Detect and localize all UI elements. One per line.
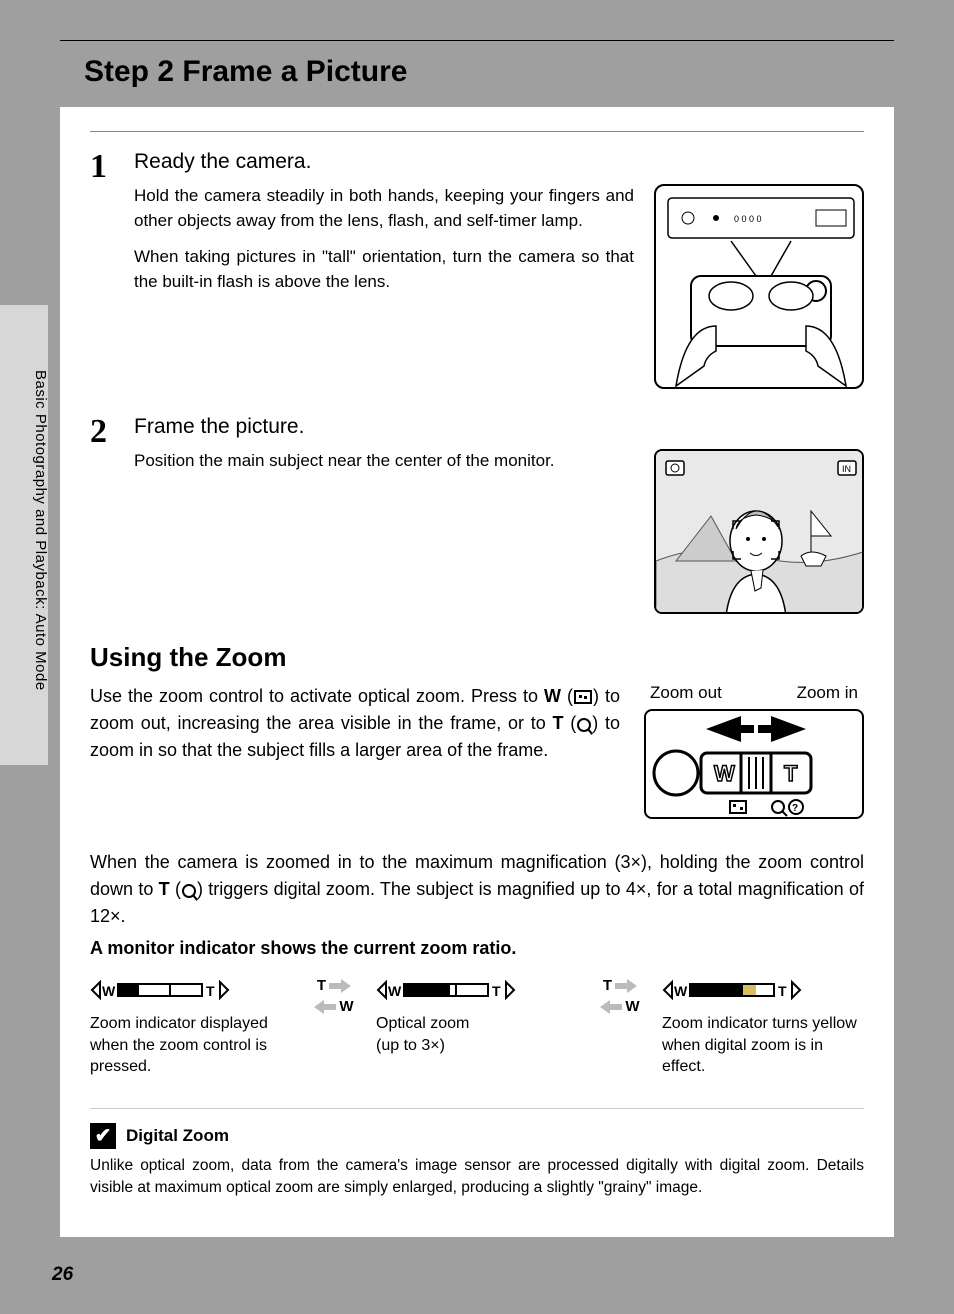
step-text: Hold the camera steadily in both hands, …: [134, 184, 634, 307]
step-body: Ready the camera. Hold the camera steadi…: [134, 150, 864, 389]
step-heading: Frame the picture.: [134, 415, 864, 439]
zoom-indicator-caption: Optical zoom (up to 3×): [376, 1013, 578, 1056]
svg-text:W: W: [674, 983, 688, 999]
zoom-diagram-col: Zoom out Zoom in: [644, 683, 864, 819]
step-number: 1: [90, 150, 116, 389]
zoom-out-grid-icon: [574, 690, 592, 704]
zoom-indicators: W T Zoom indicator displayed when the zo…: [90, 977, 864, 1078]
step-2: 2 Frame the picture. Position the main s…: [90, 415, 864, 614]
bold-line: A monitor indicator shows the current zo…: [90, 938, 864, 959]
svg-text:W: W: [388, 983, 402, 999]
svg-text:T: T: [206, 983, 215, 999]
arrow-col: T W: [592, 977, 648, 1015]
svg-text:T: T: [492, 983, 501, 999]
zoom-indicator-caption: Zoom indicator displayed when the zoom c…: [90, 1013, 292, 1078]
page-number: 26: [52, 1264, 73, 1286]
digital-zoom-para: When the camera is zoomed in to the maxi…: [90, 849, 864, 930]
step-1: 1 Ready the camera. Hold the camera stea…: [90, 150, 864, 389]
zoom-indicator-3: W T Zoom indicator turns yellow when dig…: [662, 977, 864, 1078]
zoom-row: Use the zoom control to activate optical…: [90, 683, 864, 819]
t-label: T: [317, 977, 326, 994]
zoom-out-label: Zoom out: [650, 683, 722, 703]
t-label: T: [603, 977, 612, 994]
page: Basic Photography and Playback: Auto Mod…: [0, 0, 954, 1314]
step-text: Position the main subject near the cente…: [134, 449, 634, 486]
note-text: Unlike optical zoom, data from the camer…: [90, 1155, 864, 1200]
step-body: Frame the picture. Position the main sub…: [134, 415, 864, 614]
magnifier-icon: [577, 718, 591, 732]
zoom-indicator-1: W T Zoom indicator displayed when the zo…: [90, 977, 292, 1078]
w-label: W: [625, 998, 639, 1015]
w-letter: W: [544, 686, 561, 706]
svg-text:W: W: [102, 983, 116, 999]
check-icon: ✔: [90, 1123, 116, 1149]
magnifier-icon: [182, 884, 196, 898]
zoom-intro: Use the zoom control to activate optical…: [90, 683, 620, 764]
divider: [90, 131, 864, 132]
zoom-in-label: Zoom in: [797, 683, 858, 703]
svg-text:T: T: [784, 761, 798, 786]
side-tab-label: Basic Photography and Playback: Auto Mod…: [32, 370, 49, 691]
zoom-indicator-caption: Zoom indicator turns yellow when digital…: [662, 1013, 864, 1078]
t-letter: T: [159, 879, 170, 899]
w-label: W: [339, 998, 353, 1015]
step-paragraph: Position the main subject near the cente…: [134, 449, 634, 474]
svg-text:?: ?: [792, 803, 798, 814]
text: (: [170, 879, 181, 899]
step-number: 2: [90, 415, 116, 614]
note-title-row: ✔ Digital Zoom: [90, 1123, 864, 1149]
step-paragraph: When taking pictures in "tall" orientati…: [134, 245, 634, 294]
illustration-hands-camera: 0 0 0 0: [654, 184, 864, 389]
t-letter: T: [552, 713, 563, 733]
zoom-control-diagram: W T ?: [644, 709, 864, 819]
svg-text:W: W: [714, 761, 735, 786]
note-block: ✔ Digital Zoom Unlike optical zoom, data…: [90, 1108, 864, 1200]
text: (: [563, 713, 576, 733]
text: ) triggers digital zoom. The subject is …: [90, 879, 864, 926]
illustration-monitor-frame: IN ?м [ 8]: [654, 449, 864, 614]
zoom-bar-icon: W T: [90, 977, 292, 1003]
text: Use the zoom control to activate optical…: [90, 686, 544, 706]
white-area: 1 Ready the camera. Hold the camera stea…: [60, 107, 894, 1237]
svg-text:T: T: [778, 983, 787, 999]
step-heading: Ready the camera.: [134, 150, 864, 174]
content-frame: Step 2 Frame a Picture 1 Ready the camer…: [60, 40, 894, 1264]
note-title: Digital Zoom: [126, 1126, 229, 1146]
section-heading-zoom: Using the Zoom: [90, 642, 864, 673]
zoom-bar-icon: W T: [662, 977, 864, 1003]
title-bar: Step 2 Frame a Picture: [60, 40, 894, 107]
svg-text:0 0 0 0: 0 0 0 0: [734, 214, 762, 224]
page-title: Step 2 Frame a Picture: [84, 55, 870, 89]
svg-text:IN: IN: [842, 464, 851, 474]
zoom-indicator-2: W T Optical zoom (up to 3×): [376, 977, 578, 1056]
arrow-col: T W: [306, 977, 362, 1015]
zoom-bar-icon: W T: [376, 977, 578, 1003]
text: (: [561, 686, 573, 706]
step-paragraph: Hold the camera steadily in both hands, …: [134, 184, 634, 233]
